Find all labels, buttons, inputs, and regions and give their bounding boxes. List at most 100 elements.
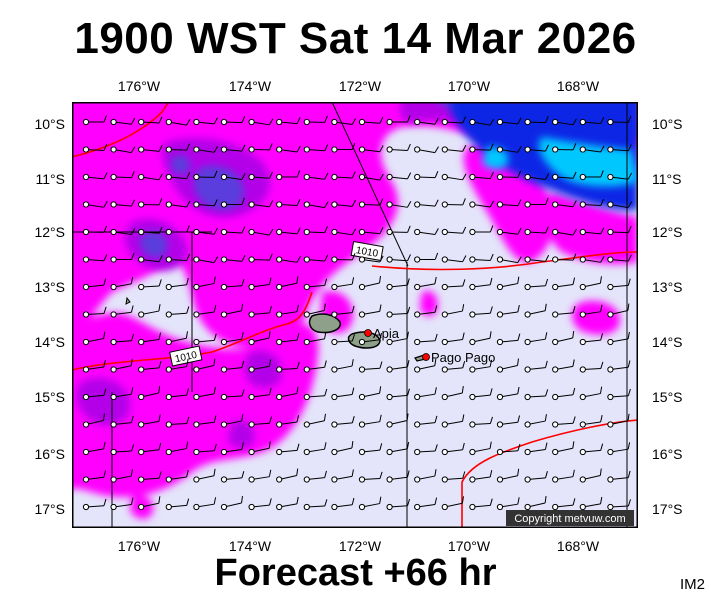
wind-station <box>441 146 448 153</box>
wind-barb-feather <box>296 496 299 504</box>
wind-barb-feather <box>186 277 189 285</box>
wind-station <box>220 476 228 483</box>
wind-barb-feather <box>379 227 384 234</box>
wind-station <box>496 503 504 511</box>
wind-barb-feather <box>241 278 245 286</box>
copyright-box: Copyright metvuw.com <box>506 510 634 526</box>
wind-station <box>414 311 421 318</box>
wind-station <box>386 338 393 346</box>
wind-station <box>193 476 200 483</box>
wind-barb-feather <box>517 305 520 313</box>
wind-barb-feather <box>434 415 438 423</box>
wind-barb-feather <box>462 442 465 450</box>
wind-station <box>552 173 559 181</box>
wind-station <box>441 118 448 126</box>
wind-barb-feather <box>462 173 467 181</box>
wind-barb-feather <box>517 468 520 476</box>
lat-label: 12°S <box>652 224 683 240</box>
wind-station <box>82 393 90 401</box>
wind-station <box>607 146 614 153</box>
wind-station <box>579 311 586 318</box>
wind-station <box>110 283 117 291</box>
wind-station <box>524 393 531 401</box>
wind-station <box>524 311 531 318</box>
wind-station <box>220 393 228 401</box>
wind-barb-feather <box>379 386 382 394</box>
wind-barb-feather <box>627 201 633 208</box>
wind-station <box>469 311 476 318</box>
wind-barb-feather <box>324 172 329 180</box>
wind-station <box>220 201 228 208</box>
wind-station <box>331 201 338 208</box>
wind-barb-feather <box>351 199 356 207</box>
wind-station <box>524 421 531 428</box>
wind-station <box>579 366 586 373</box>
wind-barb-feather <box>627 172 632 180</box>
wind-barb-feather <box>296 443 300 451</box>
wind-barb-feather <box>296 227 301 235</box>
wind-barb-feather <box>268 118 274 126</box>
wind-barb-feather <box>434 497 438 505</box>
wind-station <box>248 338 255 346</box>
wind-station <box>552 421 559 428</box>
lat-label: 17°S <box>652 501 683 517</box>
wind-barb-feather <box>351 416 355 424</box>
wind-barb-feather <box>103 115 107 123</box>
wind-station <box>552 503 559 511</box>
wind-barb-feather <box>103 200 108 208</box>
wind-barb-feather <box>407 498 411 506</box>
wind-barb-feather <box>324 388 328 396</box>
wind-station <box>276 311 283 318</box>
wind-barb-feather <box>351 440 354 449</box>
image-tag: IM2 <box>680 576 706 593</box>
wind-station <box>441 311 448 318</box>
wind-barb-feather <box>545 389 549 397</box>
wind-station <box>193 201 200 208</box>
wind-station <box>138 173 145 181</box>
wind-station <box>276 283 283 291</box>
wind-barb-feather <box>572 441 575 449</box>
wind-station <box>331 256 338 263</box>
wind-barb-feather <box>627 144 632 151</box>
wind-station <box>552 118 559 126</box>
lon-label: 172°W <box>338 538 382 554</box>
wind-barb-feather <box>379 471 383 479</box>
wind-barb-feather <box>379 173 384 181</box>
wind-barb-feather <box>434 305 438 313</box>
wind-barb-feather <box>103 172 108 180</box>
wind-station <box>414 393 421 401</box>
wind-barb-feather <box>379 361 383 369</box>
wind-barb-feather <box>269 498 272 506</box>
apia-marker <box>364 329 372 337</box>
wind-station <box>386 366 393 373</box>
wind-station <box>524 283 531 291</box>
wind-station <box>165 311 172 318</box>
wind-station <box>193 228 200 236</box>
wind-station <box>165 476 172 483</box>
wind-station <box>386 476 393 483</box>
wind-barb-feather <box>461 304 465 312</box>
wind-station <box>496 338 504 346</box>
wind-barb-feather <box>213 227 218 235</box>
wind-barb-feather <box>351 277 355 285</box>
islands <box>125 296 427 362</box>
lon-label: 170°W <box>447 538 491 554</box>
wind-station <box>358 201 366 208</box>
wind-barb-feather <box>130 305 134 313</box>
wind-station <box>579 173 586 181</box>
wind-barb-feather <box>296 468 299 476</box>
wind-barb-feather <box>269 200 274 207</box>
wind-barb-feather <box>600 443 604 451</box>
wind-barb-feather <box>572 387 576 395</box>
wind-barb-feather <box>599 276 602 284</box>
wind-barb-feather <box>103 388 107 396</box>
wind-station <box>552 256 559 263</box>
wind-station <box>331 146 338 153</box>
wind-station <box>193 173 200 181</box>
wind-station <box>469 228 476 236</box>
precipitation-layer <box>72 102 638 519</box>
wind-barb-feather <box>324 470 327 478</box>
lat-label: 10°S <box>652 116 683 132</box>
wind-station <box>220 173 228 181</box>
wind-barb-feather <box>462 361 466 369</box>
